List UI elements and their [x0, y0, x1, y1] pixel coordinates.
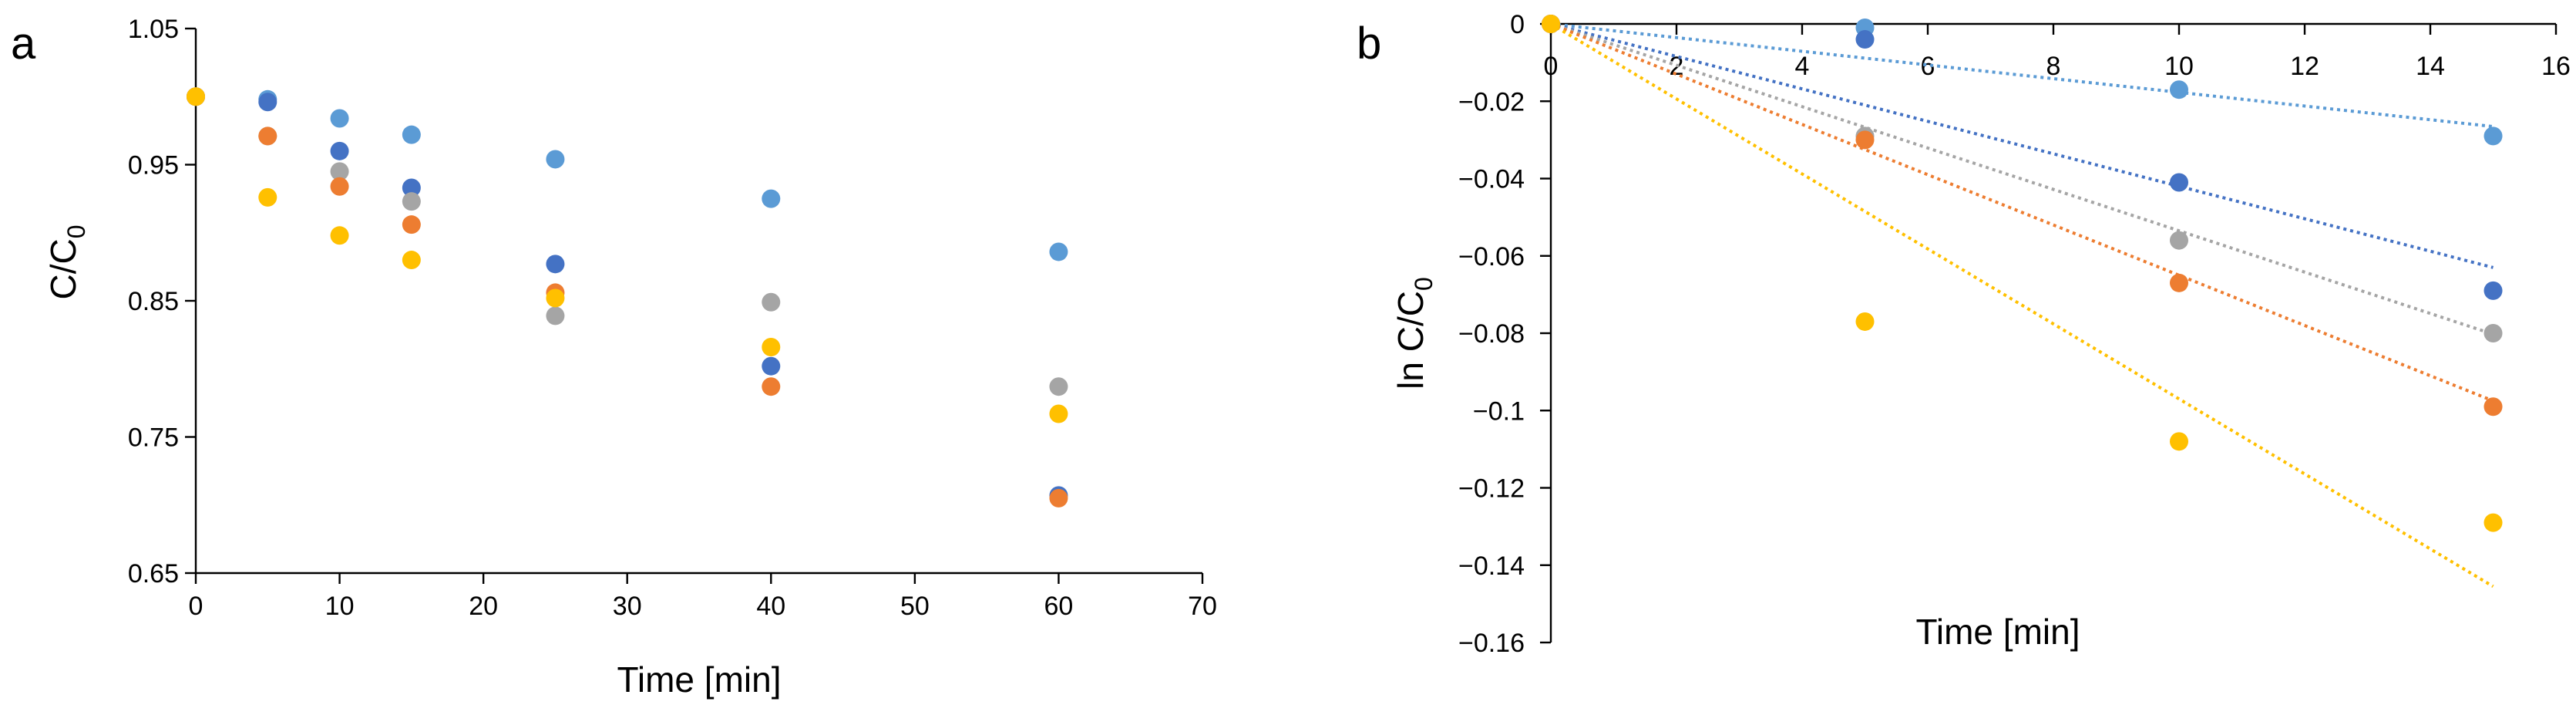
y-tick-label: 0: [1510, 10, 1525, 39]
y-tick-label: 0.95: [128, 151, 179, 180]
x-tick-label: 12: [2290, 52, 2319, 81]
data-point-series-2: [2170, 173, 2188, 192]
data-point-series-3: [762, 292, 781, 312]
data-point-series-1: [402, 125, 421, 144]
x-axis-title: Time [min]: [1916, 612, 2080, 652]
x-tick-label: 0: [1544, 52, 1559, 81]
y-tick-label: 1.05: [128, 15, 179, 44]
data-point-series-1: [2170, 80, 2188, 99]
x-tick-label: 0: [189, 592, 203, 621]
y-tick-label: −0.14: [1458, 551, 1525, 581]
data-point-series-5: [1049, 404, 1068, 423]
x-tick-label: 60: [1044, 592, 1074, 621]
y-axis-title-main: ln C/C: [1391, 291, 1431, 390]
data-point-series-5: [330, 226, 349, 245]
data-point-series-4: [330, 177, 349, 196]
y-tick-label: −0.16: [1458, 629, 1525, 658]
data-point-series-3: [546, 306, 565, 325]
y-tick-label: 0.85: [128, 287, 179, 316]
x-tick-label: 30: [613, 592, 642, 621]
data-point-series-1: [546, 150, 565, 169]
y-tick-label: −0.02: [1458, 87, 1525, 116]
data-point-series-1: [1049, 242, 1068, 261]
data-point-series-5: [402, 251, 421, 270]
panel-label: a: [11, 19, 36, 69]
data-point-series-1: [762, 189, 781, 208]
data-point-series-4: [258, 126, 277, 146]
x-tick-label: 16: [2541, 52, 2571, 81]
data-point-series-3: [330, 162, 349, 181]
x-axis-title: Time [min]: [617, 659, 782, 700]
data-point-series-3: [2170, 231, 2188, 250]
data-point-series-5: [187, 87, 205, 106]
y-axis-title: ln C/C0: [1391, 277, 1438, 390]
y-tick-label: −0.06: [1458, 242, 1525, 271]
data-point-series-2: [762, 356, 781, 376]
data-point-series-3: [402, 192, 421, 211]
data-point-series-5: [762, 338, 781, 357]
data-point-series-1: [2484, 126, 2503, 146]
panel-b: 02468101214160−0.02−0.04−0.06−0.08−0.1−0…: [1357, 10, 2571, 658]
y-axis-title-subscript: 0: [1410, 277, 1438, 291]
y-axis-title-main: C/C: [43, 238, 83, 299]
trendline-series-1: [1550, 22, 2494, 129]
x-tick-label: 10: [325, 592, 355, 621]
x-tick-label: 4: [1795, 52, 1810, 81]
data-point-series-4: [1049, 488, 1068, 508]
data-point-series-5: [546, 288, 565, 308]
x-tick-label: 6: [1921, 52, 1935, 81]
y-tick-label: −0.08: [1458, 319, 1525, 349]
y-tick-label: 0.65: [128, 559, 179, 589]
data-point-series-2: [330, 141, 349, 160]
data-point-series-4: [2170, 273, 2188, 292]
data-point-series-4: [402, 215, 421, 234]
panel-a: 0 10 20 30 40 50 60 70 0.65 0.75 0.85 0.95 1.05 Time …: [11, 15, 1217, 700]
data-point-series-5: [2170, 432, 2188, 451]
x-tick-label: 50: [900, 592, 930, 621]
y-tick-label: 0.75: [128, 423, 179, 453]
y-tick-label: −0.1: [1473, 396, 1525, 426]
data-point-series-4: [1855, 130, 1875, 150]
data-point-series-2: [2484, 281, 2503, 300]
y-axis-title-subscript: 0: [62, 224, 90, 238]
y-tick-label: −0.12: [1458, 474, 1525, 504]
trendline-series-3: [1550, 22, 2494, 336]
trendline-series-2: [1550, 22, 2494, 269]
x-tick-label: 70: [1188, 592, 1217, 621]
panel-label: b: [1357, 19, 1381, 69]
data-point-series-4: [2484, 397, 2503, 417]
data-point-series-2: [402, 178, 421, 197]
data-point-series-5: [1542, 15, 1560, 33]
trendline-series-4: [1550, 22, 2494, 403]
data-point-series-2: [258, 93, 277, 112]
x-tick-label: 14: [2416, 52, 2445, 81]
trendline-series-5: [1549, 22, 2494, 589]
data-point-series-2: [1855, 30, 1875, 49]
data-point-series-3: [2484, 324, 2503, 342]
data-point-series-1: [330, 109, 349, 128]
data-point-series-5: [2484, 513, 2503, 532]
data-point-series-5: [1855, 312, 1875, 331]
x-tick-label: 8: [2046, 52, 2061, 81]
x-tick-label: 20: [469, 592, 498, 621]
data-point-series-5: [258, 187, 277, 207]
x-tick-label: 10: [2164, 52, 2194, 81]
x-tick-label: 40: [756, 592, 785, 621]
data-point-series-2: [546, 255, 565, 274]
y-axis-title: C/C0: [43, 224, 90, 299]
y-tick-label: −0.04: [1458, 165, 1525, 194]
data-point-series-4: [762, 377, 781, 396]
data-point-series-3: [1049, 377, 1068, 396]
